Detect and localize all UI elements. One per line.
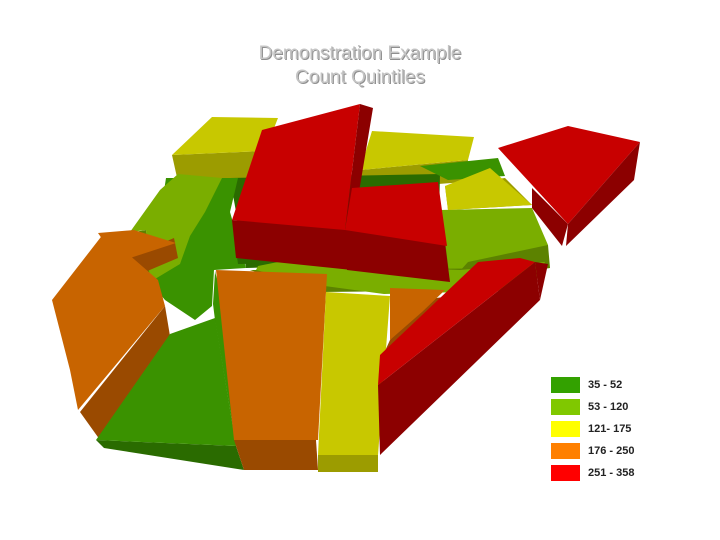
legend-swatch <box>551 377 580 393</box>
region-side-face <box>80 306 170 440</box>
region-side-face <box>172 151 265 182</box>
legend-swatch <box>551 421 580 437</box>
legend-swatch <box>551 443 580 459</box>
region-top-face <box>345 182 447 246</box>
region-side-face <box>318 455 378 472</box>
map-region <box>96 318 244 470</box>
map-title-line2: Count Quintiles <box>295 67 425 88</box>
region-top-face <box>378 258 535 385</box>
region-side-face <box>345 230 450 282</box>
legend-item: 251 - 358 <box>551 462 641 484</box>
region-side-face <box>232 220 352 270</box>
legend-label: 251 - 358 <box>588 467 635 479</box>
legend-swatch <box>551 465 580 481</box>
region-side-face <box>378 262 540 455</box>
map-region <box>498 126 640 246</box>
legend-label: 35 - 52 <box>588 379 623 391</box>
map-title-line1: Demonstration Example <box>258 43 462 64</box>
map-legend: 35 - 52 53 - 120 121- 175 176 - 250 251 … <box>551 374 641 484</box>
region-side-face <box>532 188 568 246</box>
region-top-face <box>232 104 360 230</box>
region-top-face <box>440 208 548 282</box>
legend-item: 35 - 52 <box>551 374 641 396</box>
region-top-face <box>498 126 640 224</box>
legend-item: 121- 175 <box>551 418 641 440</box>
region-top-face <box>390 288 445 340</box>
map-region <box>445 168 532 210</box>
region-top-face <box>52 233 165 410</box>
map-region <box>52 233 170 440</box>
legend-item: 53 - 120 <box>551 396 641 418</box>
region-side-face <box>234 440 318 470</box>
map-region <box>345 182 450 282</box>
map-region <box>232 104 360 270</box>
legend-label: 176 - 250 <box>588 445 635 457</box>
region-top-face <box>96 318 236 446</box>
region-side-face <box>96 440 244 470</box>
map-region <box>216 270 327 470</box>
map-region <box>318 292 390 472</box>
legend-item: 176 - 250 <box>551 440 641 462</box>
map-region <box>566 142 640 246</box>
region-top-face <box>445 168 532 210</box>
region-top-face <box>216 270 327 440</box>
legend-swatch <box>551 399 580 415</box>
region-side-face <box>566 142 640 246</box>
region-side-face <box>535 262 548 300</box>
map-region <box>378 258 540 455</box>
region-top-face <box>318 292 390 455</box>
map-region <box>535 262 548 300</box>
map-title: Demonstration Example Count Quintiles <box>160 42 560 90</box>
region-top-face <box>360 131 474 170</box>
legend-label: 121- 175 <box>588 423 632 435</box>
map-region <box>172 117 278 182</box>
region-top-face <box>172 117 278 155</box>
legend-label: 53 - 120 <box>588 401 629 413</box>
